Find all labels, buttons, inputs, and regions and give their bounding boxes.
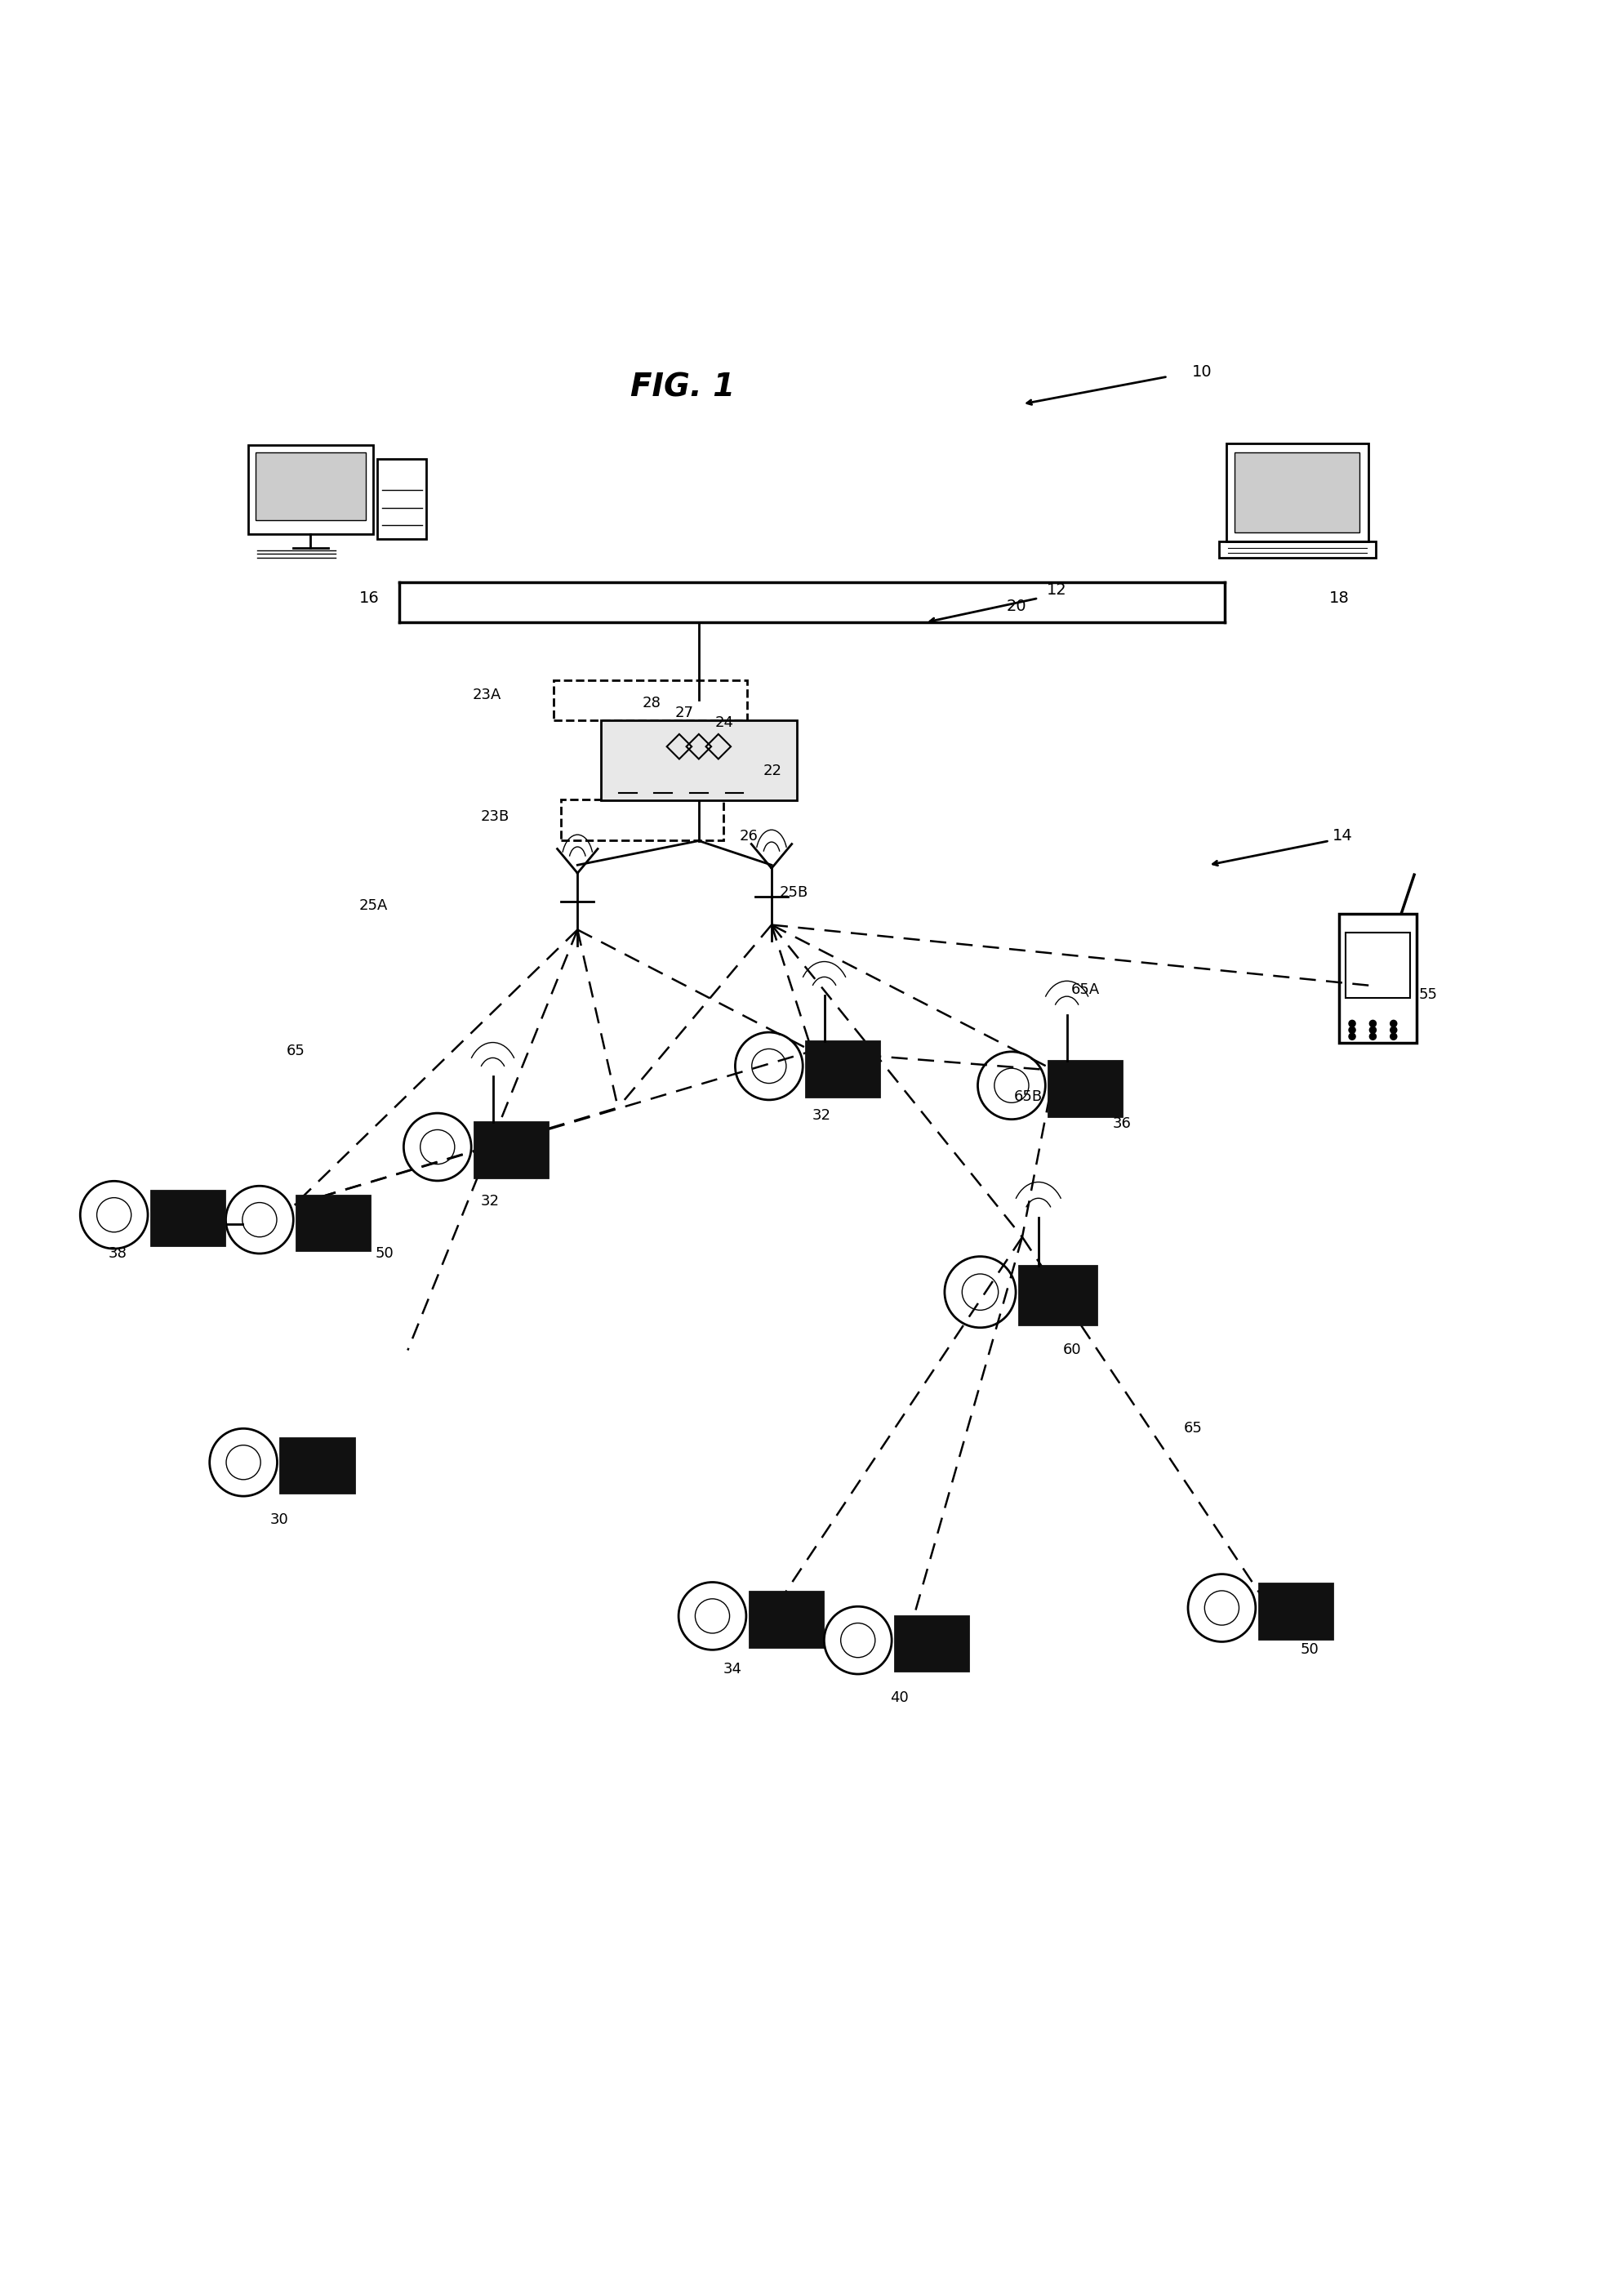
Text: 55: 55 bbox=[1418, 987, 1437, 1001]
Text: 65: 65 bbox=[1184, 1420, 1203, 1434]
Text: 18: 18 bbox=[1330, 591, 1350, 606]
Text: 16: 16 bbox=[359, 591, 380, 606]
Bar bbox=[806, 1042, 880, 1097]
Circle shape bbox=[1390, 1026, 1397, 1033]
Bar bbox=[1220, 543, 1376, 559]
Circle shape bbox=[1369, 1033, 1377, 1040]
Text: 28: 28 bbox=[641, 695, 661, 711]
Text: 50: 50 bbox=[375, 1245, 395, 1261]
Circle shape bbox=[1369, 1019, 1377, 1028]
Text: FIG. 1: FIG. 1 bbox=[630, 372, 736, 404]
Text: 23B: 23B bbox=[481, 809, 510, 823]
Circle shape bbox=[1348, 1033, 1356, 1040]
Text: 20: 20 bbox=[1005, 597, 1026, 613]
Bar bbox=[1018, 1265, 1096, 1325]
Text: 32: 32 bbox=[481, 1195, 499, 1208]
Text: 30: 30 bbox=[270, 1512, 289, 1528]
Text: 26: 26 bbox=[739, 828, 758, 844]
Circle shape bbox=[1369, 1026, 1377, 1033]
Text: 65A: 65A bbox=[1070, 983, 1099, 996]
Text: 36: 36 bbox=[1112, 1117, 1132, 1131]
Text: 60: 60 bbox=[1062, 1343, 1082, 1357]
Circle shape bbox=[1390, 1033, 1397, 1040]
Text: 32: 32 bbox=[812, 1108, 831, 1124]
Bar bbox=[297, 1195, 370, 1249]
Bar bbox=[1049, 1060, 1122, 1117]
Bar bbox=[1346, 933, 1410, 999]
Bar bbox=[151, 1190, 224, 1245]
Bar bbox=[281, 1439, 354, 1493]
Text: 12: 12 bbox=[1046, 581, 1067, 597]
Bar bbox=[601, 720, 797, 800]
Text: 38: 38 bbox=[109, 1245, 127, 1261]
Circle shape bbox=[1348, 1026, 1356, 1033]
Bar bbox=[749, 1591, 823, 1646]
Bar bbox=[554, 679, 747, 720]
Bar bbox=[562, 800, 723, 839]
Text: 40: 40 bbox=[890, 1692, 908, 1705]
Bar bbox=[895, 1617, 968, 1671]
Bar bbox=[248, 445, 374, 534]
Bar bbox=[474, 1122, 547, 1179]
Circle shape bbox=[1390, 1019, 1397, 1028]
Bar bbox=[1259, 1582, 1332, 1639]
Text: 24: 24 bbox=[715, 716, 734, 730]
Text: 65B: 65B bbox=[1013, 1090, 1043, 1104]
Bar bbox=[1234, 454, 1359, 534]
Bar bbox=[255, 451, 365, 520]
Text: 34: 34 bbox=[723, 1662, 742, 1676]
Circle shape bbox=[1348, 1019, 1356, 1028]
Text: 22: 22 bbox=[763, 764, 783, 777]
Text: 23A: 23A bbox=[473, 689, 502, 702]
Bar bbox=[377, 458, 425, 538]
Text: 27: 27 bbox=[674, 705, 693, 720]
Text: 14: 14 bbox=[1333, 828, 1353, 844]
Text: 25B: 25B bbox=[780, 885, 809, 901]
Text: 50: 50 bbox=[1301, 1642, 1319, 1658]
Text: 65: 65 bbox=[286, 1044, 305, 1058]
Text: 25A: 25A bbox=[359, 898, 388, 912]
Bar bbox=[1340, 914, 1416, 1042]
Text: 10: 10 bbox=[1192, 365, 1212, 378]
Bar bbox=[1226, 445, 1369, 543]
